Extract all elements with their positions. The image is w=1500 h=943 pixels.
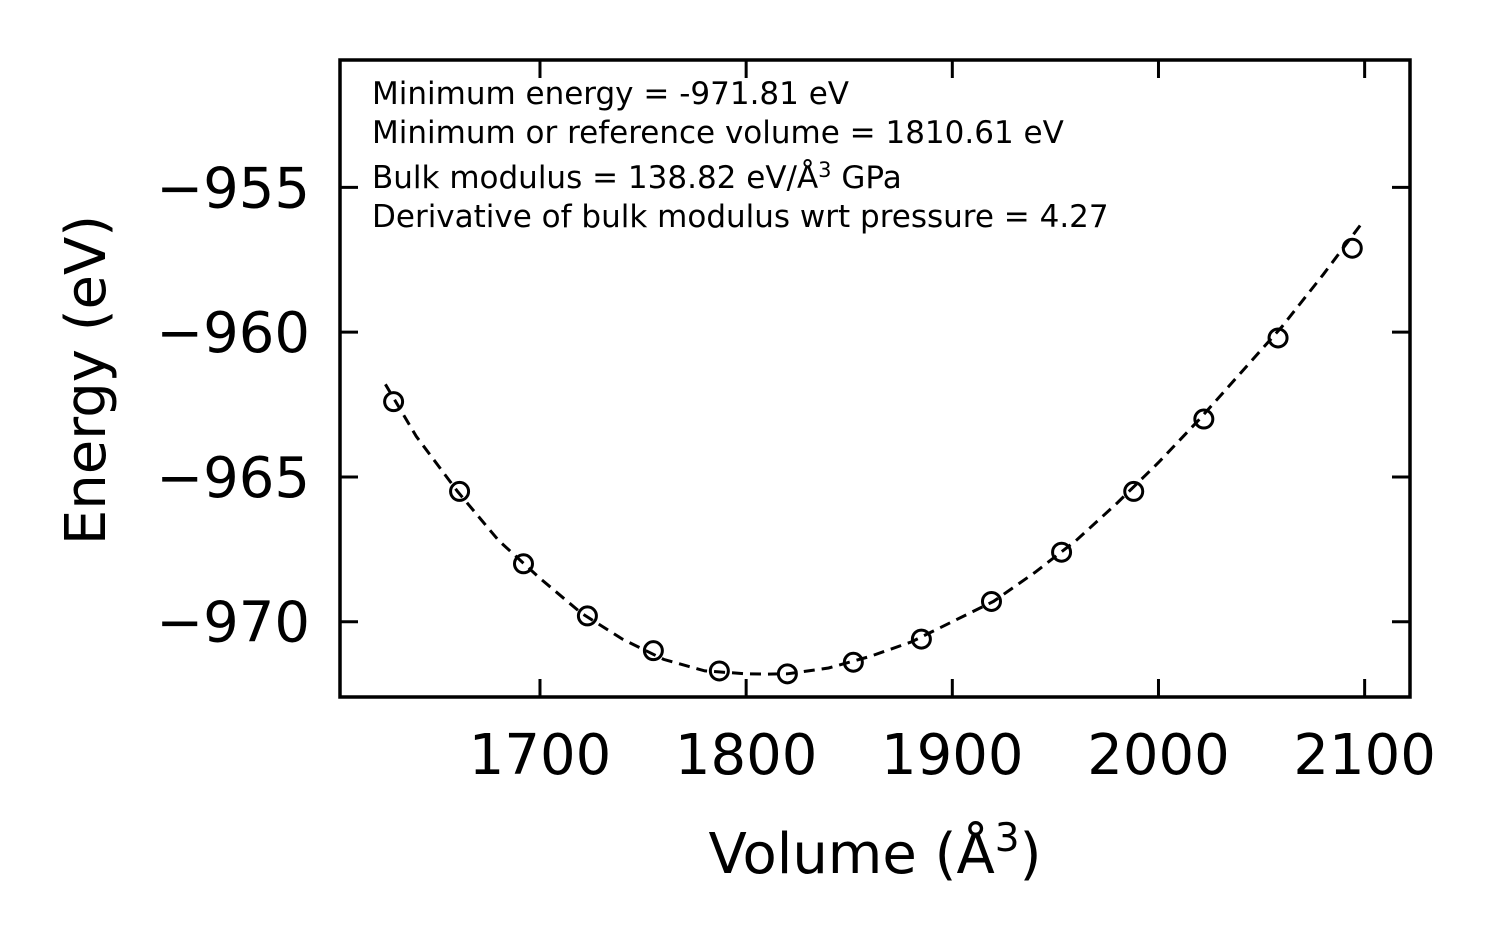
x-tick-label: 2100 xyxy=(1293,723,1436,788)
x-tick-label: 2000 xyxy=(1087,723,1230,788)
data-point xyxy=(1341,237,1363,259)
annotation-bulk-modulus-main: Bulk modulus = 138.82 eV/Å xyxy=(372,160,818,196)
annotation-bulk-derivative: Derivative of bulk modulus wrt pressure … xyxy=(372,199,1109,235)
data-point xyxy=(1123,480,1145,502)
data-point xyxy=(1267,327,1289,349)
annotation-bulk-modulus-tail: GPa xyxy=(832,160,902,196)
plot-frame xyxy=(338,58,1412,699)
y-axis-label: Energy (eV) xyxy=(54,215,119,545)
annotation-bulk-modulus-sup: 3 xyxy=(818,158,831,182)
data-point xyxy=(842,651,864,673)
data-point xyxy=(910,628,932,650)
data-point xyxy=(576,605,598,627)
data-point xyxy=(708,660,730,682)
data-point xyxy=(1051,541,1073,563)
data-point xyxy=(776,663,798,685)
axis-ticks xyxy=(340,60,1410,697)
x-tick-label: 1700 xyxy=(469,723,612,788)
data-point xyxy=(980,590,1002,612)
y-tick-label: −965 xyxy=(156,446,310,511)
data-point xyxy=(383,391,405,413)
fit-curve xyxy=(384,224,1362,676)
x-axis-label: Volume (Å3) xyxy=(709,816,1042,887)
y-tick-label: −955 xyxy=(156,156,310,221)
y-tick-label: −970 xyxy=(156,591,310,656)
x-axis-label-close: ) xyxy=(1020,822,1042,887)
annotation-bulk-modulus: Bulk modulus = 138.82 eV/Å3 GPa xyxy=(372,158,902,196)
x-tick-label: 1800 xyxy=(675,723,818,788)
data-point xyxy=(1193,408,1215,430)
annotation-min-volume: Minimum or reference volume = 1810.61 eV xyxy=(372,115,1064,151)
data-point xyxy=(512,553,534,575)
fit-curve-layer xyxy=(384,224,1362,676)
y-tick-label: −960 xyxy=(156,301,310,366)
data-points-layer xyxy=(383,237,1363,685)
data-point xyxy=(449,480,471,502)
annotation-min-energy: Minimum energy = -971.81 eV xyxy=(372,76,849,112)
x-tick-labels: 1700 1800 1900 2000 2100 xyxy=(469,723,1436,788)
y-tick-labels: −955 −960 −965 −970 xyxy=(156,156,310,655)
x-tick-label: 1900 xyxy=(881,723,1024,788)
x-axis-label-sup: 3 xyxy=(995,816,1020,861)
x-axis-label-main: Volume (Å xyxy=(709,821,995,887)
data-point xyxy=(642,640,664,662)
